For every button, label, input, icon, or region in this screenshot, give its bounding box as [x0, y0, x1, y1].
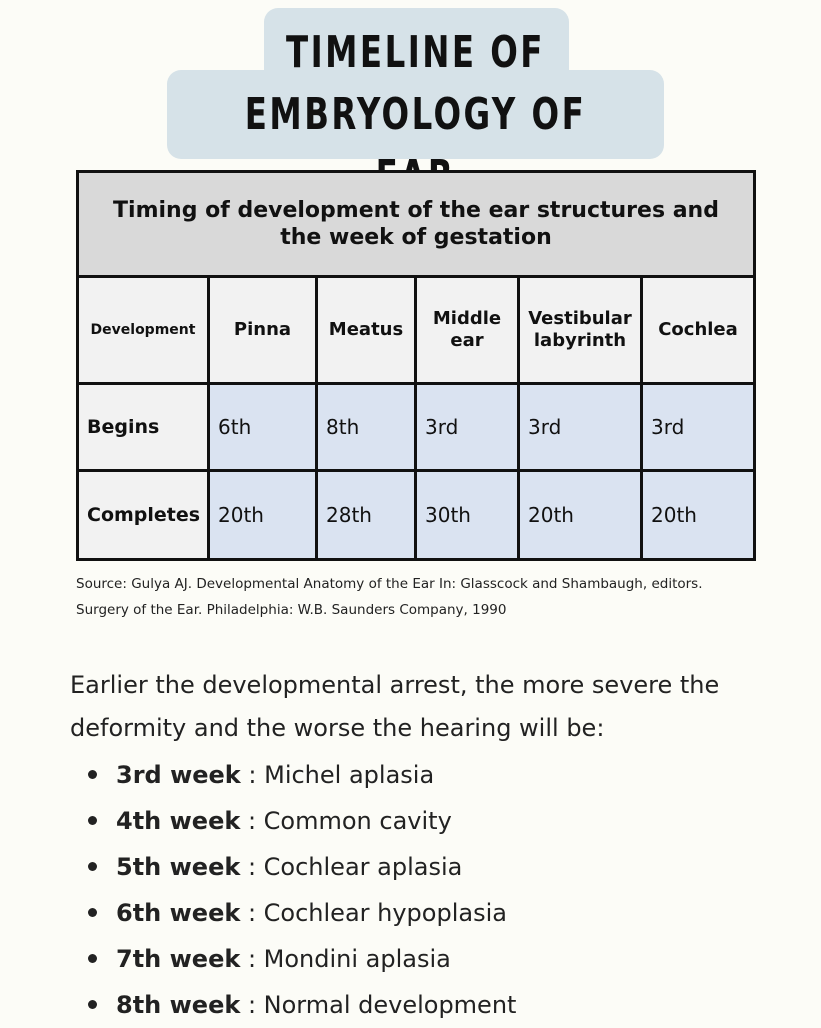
bullet-icon [88, 815, 97, 825]
week-label: 8th week [116, 991, 241, 1019]
list-item: 5th week : Cochlear aplasia [88, 844, 516, 890]
list-item: 6th week : Cochlear hypoplasia [88, 890, 516, 936]
bullet-icon [88, 953, 97, 963]
separator: : [240, 761, 265, 789]
table-row: Begins 6th 8th 3rd 3rd 3rd [76, 381, 756, 473]
column-header: Cochlea [640, 274, 756, 385]
development-table: Timing of development of the ear structu… [76, 170, 756, 561]
title-banner-bottom [167, 70, 664, 159]
table-cell: 3rd [414, 381, 520, 473]
table-cell: 3rd [517, 381, 643, 473]
week-label: 6th week [116, 899, 241, 927]
bullet-icon [88, 999, 97, 1009]
table-cell: 28th [315, 469, 417, 561]
separator: : [240, 945, 264, 973]
list-item: 3rd week : Michel aplasia [88, 752, 516, 798]
table-cell: 6th [207, 381, 318, 473]
table-header-row: Development Pinna Meatus Middle ear Vest… [76, 274, 756, 385]
separator: : [240, 991, 264, 1019]
bullet-icon [88, 861, 97, 871]
week-label: 3rd week [116, 761, 241, 789]
week-label: 4th week [116, 807, 241, 835]
table-cell: 20th [207, 469, 318, 561]
table-cell: 8th [315, 381, 417, 473]
row-label: Begins [76, 381, 210, 473]
bullet-icon [88, 907, 97, 917]
column-header: Meatus [315, 274, 417, 385]
malformation-name: Mondini aplasia [263, 945, 451, 973]
malformation-name: Cochlear hypoplasia [263, 899, 507, 927]
column-header: Development [76, 274, 210, 385]
list-item: 4th week : Common cavity [88, 798, 516, 844]
malformation-name: Cochlear aplasia [263, 853, 463, 881]
malformation-name: Michel aplasia [264, 761, 435, 789]
week-label: 7th week [116, 945, 241, 973]
column-header: Middle ear [414, 274, 520, 385]
column-header: Vestibular labyrinth [517, 274, 643, 385]
malformation-name: Normal development [263, 991, 517, 1019]
intro-paragraph: Earlier the developmental arrest, the mo… [70, 671, 720, 742]
separator: : [240, 899, 264, 927]
table-cell: 20th [517, 469, 643, 561]
list-item: 8th week : Normal development [88, 982, 516, 1028]
table-cell: 20th [640, 469, 756, 561]
table-cell: 30th [414, 469, 520, 561]
list-item: 7th week : Mondini aplasia [88, 936, 516, 982]
row-label: Completes [76, 469, 210, 561]
title-line-1: TIMELINE OF [286, 27, 545, 78]
week-label: 5th week [116, 853, 241, 881]
separator: : [240, 807, 264, 835]
source-citation: Source: Gulya AJ. Developmental Anatomy … [76, 576, 703, 618]
column-header: Pinna [207, 274, 318, 385]
malformation-name: Common cavity [263, 807, 452, 835]
table-row: Completes 20th 28th 30th 20th 20th [76, 469, 756, 561]
table-cell: 3rd [640, 381, 756, 473]
bullet-icon [88, 769, 97, 779]
malformation-list: 3rd week : Michel aplasia 4th week : Com… [88, 752, 516, 1028]
table-caption: Timing of development of the ear structu… [76, 170, 756, 278]
separator: : [240, 853, 264, 881]
